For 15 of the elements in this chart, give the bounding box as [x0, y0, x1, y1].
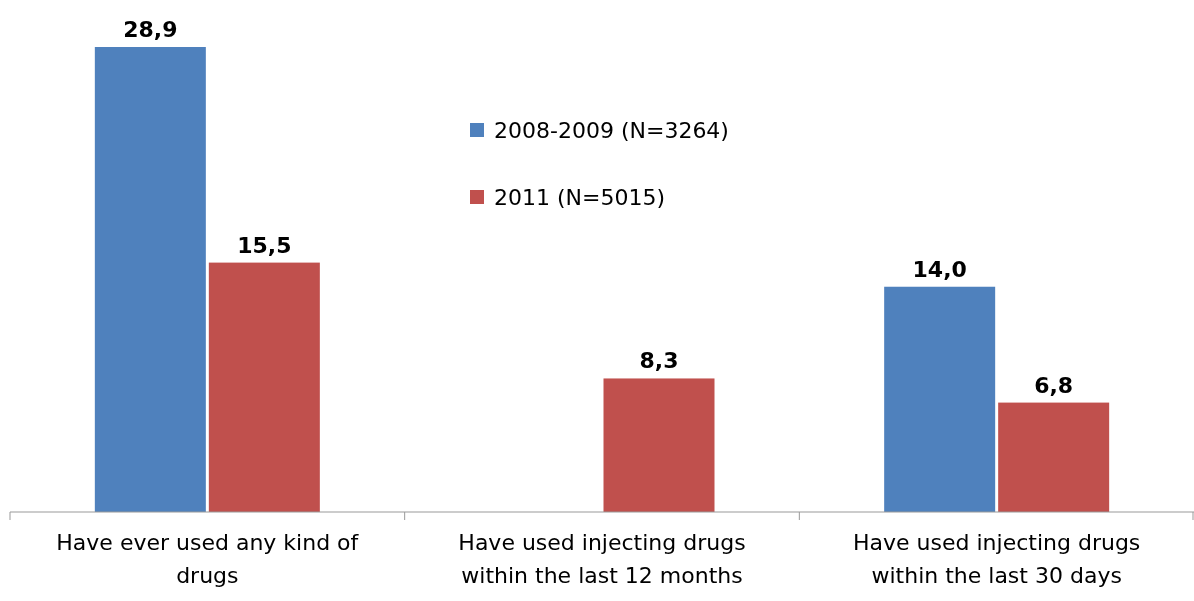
x-tick-label: Have used injecting drugs within the last 12 months	[458, 530, 746, 588]
bar	[884, 286, 996, 512]
legend-label: 2011 (N=5015)	[494, 185, 666, 210]
bar	[998, 402, 1110, 512]
data-label: 6,8	[1034, 372, 1074, 398]
bar	[208, 262, 320, 512]
data-label: 14,0	[912, 256, 967, 282]
legend-label: 2008-2009 (N=3264)	[494, 118, 729, 143]
data-label: 15,5	[237, 232, 292, 258]
bar	[94, 47, 206, 512]
data-label: 8,3	[639, 348, 679, 374]
x-tick-label: Have used injecting drugs within the last 30 days	[853, 530, 1141, 588]
x-tick-label: Have ever used any kind of drugs	[56, 530, 360, 588]
bar	[603, 378, 715, 512]
data-label: 28,9	[123, 17, 178, 42]
